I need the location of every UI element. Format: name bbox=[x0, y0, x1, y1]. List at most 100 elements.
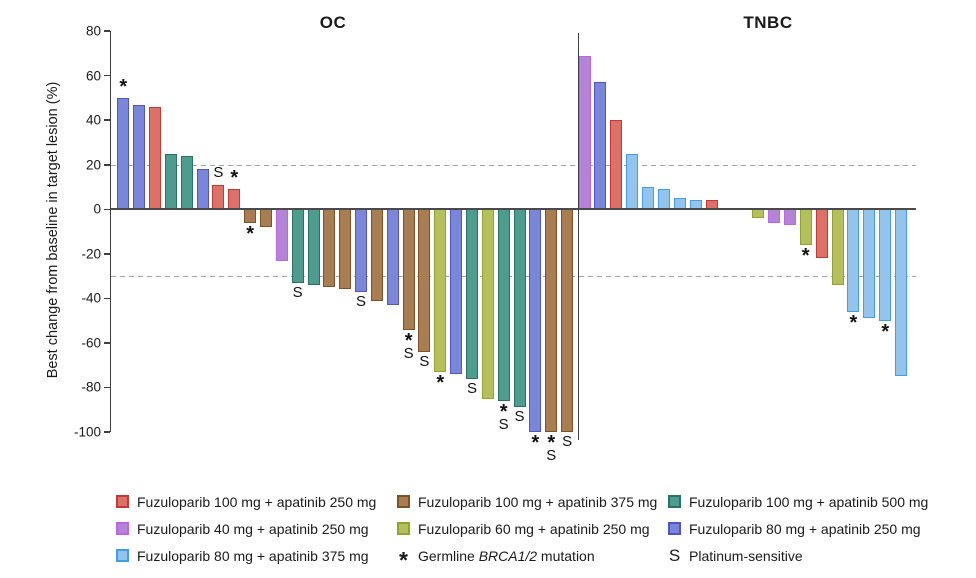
zero-baseline bbox=[111, 208, 916, 211]
legend-swatch-f40a250 bbox=[116, 522, 129, 535]
bar-oc-4 bbox=[164, 153, 177, 210]
platinum-sensitive-marker: S bbox=[498, 415, 509, 433]
bar-oc-27 bbox=[529, 209, 542, 432]
bar-oc-9 bbox=[244, 209, 257, 223]
legend-column: Fuzuloparib 100 mg + apatinib 500 mg Fuzu… bbox=[668, 488, 928, 569]
legend-column: Fuzuloparib 100 mg + apatinib 250 mg Fuzu… bbox=[116, 488, 376, 569]
legend-swatch-f100a500 bbox=[668, 495, 681, 508]
legend-swatch-f80a250 bbox=[668, 522, 681, 535]
y-axis-tick-label: -20 bbox=[81, 246, 101, 262]
bar-oc-18 bbox=[386, 209, 399, 306]
legend-item: Fuzuloparib 100 mg + apatinib 250 mg bbox=[116, 488, 376, 515]
brca-mutation-marker: * bbox=[881, 320, 890, 343]
y-axis-tick-label: -80 bbox=[81, 379, 101, 395]
bar-oc-10 bbox=[259, 209, 272, 228]
brca-mutation-marker: * bbox=[499, 400, 508, 423]
brca-mutation-marker: * bbox=[246, 222, 254, 245]
bar-oc-12 bbox=[291, 209, 304, 283]
bar-oc-13 bbox=[307, 209, 320, 285]
legend-label: Fuzuloparib 100 mg + apatinib 250 mg bbox=[137, 493, 377, 510]
legend-swatch-f60a250 bbox=[397, 522, 410, 535]
legend-item: Fuzuloparib 60 mg + apatinib 250 mg bbox=[397, 515, 657, 542]
y-axis-tick-label: -60 bbox=[81, 335, 101, 351]
bar-tnbc-13 bbox=[799, 209, 812, 245]
bar-tnbc-18 bbox=[879, 209, 892, 321]
legend-item: * Germline BRCA1/2 mutation bbox=[397, 542, 657, 573]
bar-oc-23 bbox=[466, 209, 478, 379]
panel-divider bbox=[577, 33, 579, 440]
y-axis-tick bbox=[103, 164, 110, 166]
bar-oc-7 bbox=[212, 184, 225, 210]
legend-label: Fuzuloparib 80 mg + apatinib 250 mg bbox=[689, 520, 921, 537]
bar-oc-2 bbox=[133, 104, 146, 210]
y-axis-tick-label: 60 bbox=[85, 68, 101, 84]
y-axis-tick bbox=[103, 342, 110, 344]
panel-title-oc: OC bbox=[319, 13, 347, 32]
bar-oc-28 bbox=[545, 209, 558, 432]
platinum-sensitive-marker: S bbox=[356, 292, 367, 310]
platinum-marker-symbol: S bbox=[668, 546, 681, 565]
bar-oc-22 bbox=[450, 209, 463, 375]
bar-tnbc-2 bbox=[594, 82, 607, 210]
y-axis-tick bbox=[103, 253, 110, 255]
bar-oc-25 bbox=[497, 209, 510, 401]
legend-item: Fuzuloparib 80 mg + apatinib 250 mg bbox=[668, 515, 928, 542]
bar-oc-8 bbox=[228, 189, 241, 210]
platinum-sensitive-marker: S bbox=[403, 344, 414, 362]
legend-label: Fuzuloparib 100 mg + apatinib 375 mg bbox=[418, 493, 658, 510]
platinum-sensitive-marker: S bbox=[213, 163, 224, 181]
legend-swatch-f80a375 bbox=[116, 549, 129, 562]
panel-title-tnbc: TNBC bbox=[743, 13, 793, 32]
platinum-sensitive-marker: S bbox=[546, 446, 557, 464]
y-axis-tick bbox=[103, 30, 110, 32]
brca-mutation-marker: * bbox=[119, 75, 128, 98]
bar-oc-1 bbox=[117, 97, 130, 210]
reference-line bbox=[111, 164, 916, 166]
legend-item: Fuzuloparib 100 mg + apatinib 375 mg bbox=[397, 488, 657, 515]
legend-column: Fuzuloparib 100 mg + apatinib 375 mg Fuzu… bbox=[397, 488, 657, 573]
bar-oc-19 bbox=[402, 209, 415, 330]
bar-oc-14 bbox=[323, 209, 336, 288]
bar-tnbc-5 bbox=[642, 187, 655, 210]
bar-tnbc-1 bbox=[578, 55, 591, 210]
y-axis-tick-label: -40 bbox=[81, 290, 101, 306]
bar-tnbc-4 bbox=[626, 153, 639, 210]
bar-oc-24 bbox=[481, 209, 494, 399]
bar-tnbc-19 bbox=[895, 209, 908, 377]
legend-label: Fuzuloparib 60 mg + apatinib 250 mg bbox=[418, 520, 650, 537]
platinum-sensitive-marker: S bbox=[514, 408, 525, 426]
bar-tnbc-6 bbox=[658, 189, 671, 210]
legend-label: Germline BRCA1/2 mutation bbox=[418, 547, 595, 564]
bar-oc-5 bbox=[180, 155, 193, 210]
legend-label: Fuzuloparib 80 mg + apatinib 375 mg bbox=[137, 547, 369, 564]
legend-item: Fuzuloparib 80 mg + apatinib 375 mg bbox=[116, 542, 376, 569]
bar-tnbc-15 bbox=[831, 209, 844, 285]
y-axis-tick bbox=[103, 74, 110, 77]
y-axis-tick-label: 80 bbox=[85, 23, 101, 39]
bar-oc-17 bbox=[370, 209, 383, 301]
legend-label: Fuzuloparib 40 mg + apatinib 250 mg bbox=[137, 520, 369, 537]
y-axis-line bbox=[109, 31, 111, 432]
y-axis-tick bbox=[103, 119, 110, 121]
platinum-sensitive-marker: S bbox=[466, 379, 477, 397]
bar-oc-21 bbox=[434, 209, 447, 372]
brca-mutation-marker: * bbox=[436, 371, 445, 394]
brca-mutation-marker: * bbox=[547, 431, 556, 454]
bar-oc-26 bbox=[513, 209, 526, 408]
bar-oc-15 bbox=[339, 209, 352, 290]
brca-mutation-marker: * bbox=[531, 431, 540, 454]
legend-item: Fuzuloparib 40 mg + apatinib 250 mg bbox=[116, 515, 376, 542]
y-axis-tick bbox=[103, 431, 110, 433]
bar-oc-11 bbox=[275, 209, 288, 261]
platinum-sensitive-marker: S bbox=[419, 352, 430, 370]
y-axis-tick bbox=[103, 208, 110, 211]
y-axis-tick-label: 40 bbox=[85, 112, 101, 128]
legend-item: Fuzuloparib 100 mg + apatinib 500 mg bbox=[668, 488, 928, 515]
brca-marker-symbol: * bbox=[399, 546, 408, 573]
bar-oc-20 bbox=[418, 209, 431, 352]
bar-tnbc-11 bbox=[767, 209, 780, 223]
bar-tnbc-10 bbox=[751, 209, 764, 219]
y-axis-tick bbox=[103, 297, 110, 300]
y-axis-tick-label: 20 bbox=[85, 157, 101, 173]
platinum-sensitive-marker: S bbox=[562, 432, 573, 450]
